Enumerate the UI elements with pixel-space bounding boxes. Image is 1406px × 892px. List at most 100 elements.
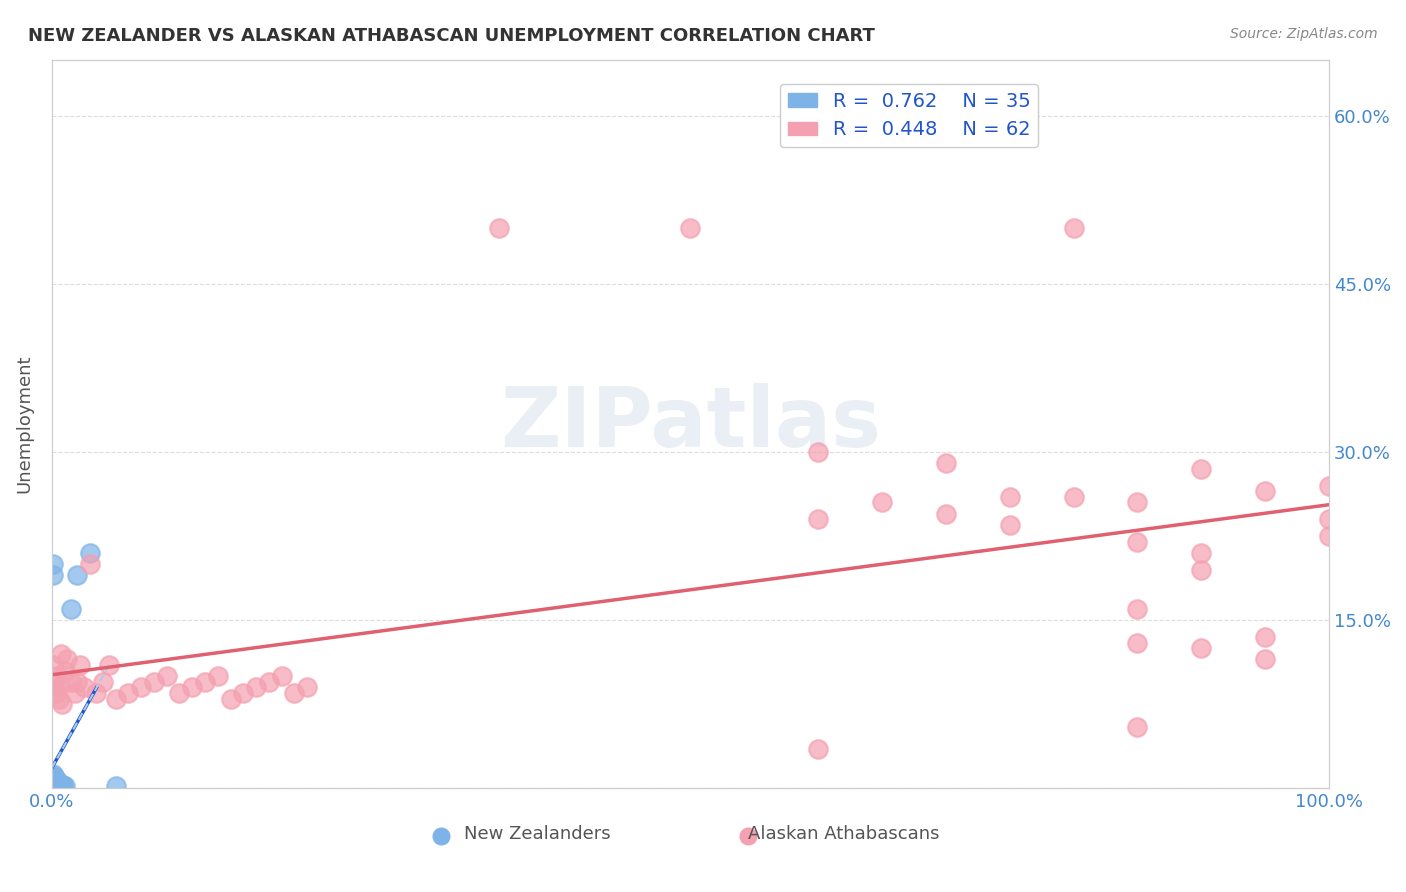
Point bbox=[194, 674, 217, 689]
Point bbox=[295, 681, 318, 695]
Point bbox=[56, 652, 79, 666]
Point bbox=[44, 769, 66, 783]
Point bbox=[935, 507, 957, 521]
Point bbox=[45, 777, 67, 791]
Point bbox=[679, 220, 702, 235]
Point bbox=[42, 778, 65, 792]
Point bbox=[1126, 720, 1149, 734]
Point bbox=[51, 779, 73, 793]
Point bbox=[1317, 478, 1340, 492]
Point bbox=[79, 546, 101, 560]
Point bbox=[52, 778, 75, 792]
Point bbox=[45, 773, 67, 788]
Point bbox=[53, 664, 76, 678]
Point bbox=[48, 776, 70, 790]
Point bbox=[42, 557, 65, 571]
Point bbox=[44, 771, 66, 785]
Point bbox=[1254, 630, 1277, 644]
Point bbox=[1254, 652, 1277, 666]
Point bbox=[48, 691, 70, 706]
Point bbox=[44, 774, 66, 789]
Point bbox=[66, 568, 89, 582]
Text: Alaskan Athabascans: Alaskan Athabascans bbox=[748, 825, 939, 843]
Point bbox=[219, 691, 242, 706]
Point bbox=[1063, 490, 1085, 504]
Point bbox=[181, 681, 204, 695]
Point bbox=[66, 674, 89, 689]
Point bbox=[45, 686, 67, 700]
Point bbox=[51, 698, 73, 712]
Point bbox=[142, 674, 165, 689]
Point bbox=[1126, 635, 1149, 649]
Point bbox=[1126, 495, 1149, 509]
Point bbox=[42, 658, 65, 673]
Point bbox=[488, 220, 510, 235]
Point bbox=[44, 674, 66, 689]
Point bbox=[1126, 534, 1149, 549]
Point bbox=[42, 776, 65, 790]
Point bbox=[169, 686, 191, 700]
Text: ZIPatlas: ZIPatlas bbox=[501, 384, 882, 465]
Point bbox=[1317, 512, 1340, 526]
Point bbox=[1189, 462, 1212, 476]
Point bbox=[129, 681, 152, 695]
Point bbox=[42, 772, 65, 787]
Point bbox=[49, 778, 72, 792]
Point bbox=[42, 766, 65, 780]
Point bbox=[283, 686, 305, 700]
Point bbox=[44, 780, 66, 795]
Text: New Zealanders: New Zealanders bbox=[464, 825, 610, 843]
Point bbox=[73, 681, 96, 695]
Point bbox=[117, 686, 139, 700]
Point bbox=[1063, 220, 1085, 235]
Point bbox=[1126, 602, 1149, 616]
Point bbox=[1189, 546, 1212, 560]
Point bbox=[1254, 484, 1277, 499]
Point bbox=[46, 774, 69, 789]
Point bbox=[45, 780, 67, 795]
Point bbox=[807, 742, 830, 756]
Point bbox=[45, 772, 67, 787]
Point bbox=[935, 456, 957, 470]
Point bbox=[1317, 529, 1340, 543]
Point bbox=[44, 777, 66, 791]
Point bbox=[42, 779, 65, 793]
Point bbox=[45, 779, 67, 793]
Point bbox=[42, 770, 65, 784]
Point bbox=[86, 686, 108, 700]
Point bbox=[46, 681, 69, 695]
Point bbox=[98, 658, 121, 673]
Point bbox=[207, 669, 229, 683]
Point bbox=[870, 495, 893, 509]
Point bbox=[69, 658, 91, 673]
Point bbox=[63, 686, 86, 700]
Point bbox=[42, 568, 65, 582]
Point bbox=[1189, 563, 1212, 577]
Text: Source: ZipAtlas.com: Source: ZipAtlas.com bbox=[1230, 27, 1378, 41]
Point bbox=[42, 780, 65, 795]
Point bbox=[59, 674, 82, 689]
Point bbox=[91, 674, 114, 689]
Point bbox=[46, 777, 69, 791]
Point bbox=[79, 557, 101, 571]
Point bbox=[245, 681, 267, 695]
Text: NEW ZEALANDER VS ALASKAN ATHABASCAN UNEMPLOYMENT CORRELATION CHART: NEW ZEALANDER VS ALASKAN ATHABASCAN UNEM… bbox=[28, 27, 875, 45]
Point bbox=[232, 686, 254, 700]
Point bbox=[49, 647, 72, 661]
Point bbox=[998, 517, 1021, 532]
Point bbox=[45, 669, 67, 683]
Point bbox=[45, 776, 67, 790]
Point bbox=[156, 669, 179, 683]
Point bbox=[45, 778, 67, 792]
Point bbox=[48, 779, 70, 793]
Point bbox=[45, 779, 67, 793]
Point bbox=[104, 779, 127, 793]
Point bbox=[53, 779, 76, 793]
Y-axis label: Unemployment: Unemployment bbox=[15, 355, 32, 493]
Point bbox=[46, 778, 69, 792]
Point bbox=[807, 512, 830, 526]
Point bbox=[59, 602, 82, 616]
Point bbox=[998, 490, 1021, 504]
Point bbox=[257, 674, 280, 689]
Legend: R =  0.762    N = 35, R =  0.448    N = 62: R = 0.762 N = 35, R = 0.448 N = 62 bbox=[780, 84, 1038, 147]
